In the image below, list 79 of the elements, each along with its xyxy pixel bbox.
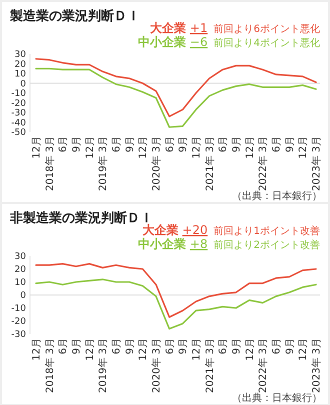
text: 前回より4ポイント悪化: [214, 37, 320, 49]
x-tick-label: 12月: [84, 136, 96, 159]
y-tick-label: -30: [11, 108, 26, 119]
x-tick-label: 9月: [284, 338, 296, 354]
y-tick-label: -30: [11, 330, 26, 340]
text: 前回より6ポイント悪化: [214, 23, 320, 35]
text: （出典：日本銀行）: [232, 190, 322, 202]
y-tick-label: 20: [14, 265, 26, 276]
text: +8: [190, 237, 208, 251]
text: 中小企業: [138, 237, 186, 251]
y-tick-label: -10: [11, 304, 26, 314]
x-tick-label: 2022年 3月: [257, 136, 270, 191]
y-tick-label: -20: [11, 317, 26, 328]
x-tick-label: 12月: [298, 338, 310, 361]
x-tick-label: 12月: [32, 136, 42, 159]
line-series: [35, 68, 317, 128]
y-tick-label: -40: [11, 118, 26, 128]
x-tick-label: 9月: [72, 338, 82, 354]
text: 大企業: [142, 223, 178, 237]
x-tick-label: 2020年 3月: [150, 136, 162, 191]
x-tick-label: 2018年 3月: [44, 338, 56, 393]
x-tick-label: 9月: [178, 136, 190, 152]
x-tick-label: 6月: [58, 136, 70, 152]
line-series: [35, 278, 317, 330]
text: 前回より1ポイント改善: [214, 225, 320, 237]
x-tick-label: 12月: [298, 136, 310, 159]
x-tick-label: 2021年 3月: [204, 338, 216, 393]
x-tick-label: 6月: [164, 338, 176, 354]
x-tick-label: 9月: [124, 136, 136, 152]
y-tick-label: -10: [11, 89, 26, 100]
y-tick-label: 20: [14, 60, 26, 70]
x-tick-label: 6月: [112, 338, 122, 354]
x-tick-label: 12月: [192, 338, 202, 361]
text: −6: [190, 35, 208, 49]
x-tick-label: 12月: [138, 338, 150, 361]
x-tick-label: 2019年 3月: [97, 338, 110, 393]
x-tick-label: 2019年 3月: [97, 136, 110, 191]
line-series: [35, 58, 317, 118]
x-tick-label: 9月: [124, 338, 136, 354]
chart-title: 製造業の業況判断ＤＩ: [9, 9, 140, 24]
x-tick-label: 12月: [244, 136, 256, 159]
x-tick-label: 12月: [244, 338, 256, 361]
x-tick-label: 2022年 3月: [257, 338, 270, 393]
y-tick-label: 10: [14, 70, 26, 80]
y-tick-label: 0: [20, 291, 26, 302]
x-tick-label: 12月: [32, 338, 42, 361]
y-tick-label: 10: [14, 278, 26, 288]
x-tick-label: 6月: [218, 136, 230, 152]
x-tick-label: 9月: [72, 136, 82, 152]
x-tick-label: 9月: [232, 338, 242, 354]
x-tick-label: 2021年 3月: [204, 136, 216, 191]
text: 前回より2ポイント改善: [214, 239, 320, 251]
text: 大企業: [150, 21, 186, 35]
y-tick-label: -50: [11, 128, 26, 138]
line-series: [35, 263, 317, 318]
x-tick-label: 9月: [178, 338, 190, 354]
x-tick-label: 2018年 3月: [44, 136, 56, 191]
y-tick-label: 30: [14, 252, 26, 262]
x-tick-label: 2023年 3月: [310, 136, 322, 191]
x-tick-label: 2020年 3月: [150, 338, 162, 393]
x-tick-label: 6月: [58, 338, 70, 354]
text: （出典：日本銀行）: [232, 392, 322, 404]
x-tick-label: 6月: [112, 136, 122, 152]
text: +1: [190, 21, 208, 35]
text: 中小企業: [138, 35, 186, 49]
y-tick-label: 30: [14, 50, 26, 60]
x-tick-label: 12月: [138, 136, 150, 159]
y-tick-label: -20: [11, 98, 26, 109]
x-tick-label: 6月: [272, 136, 282, 152]
x-tick-label: 9月: [232, 136, 242, 152]
text: +20: [182, 223, 208, 237]
x-tick-label: 6月: [164, 136, 176, 152]
x-tick-label: 6月: [272, 338, 282, 354]
x-tick-label: 12月: [84, 338, 96, 361]
x-tick-label: 6月: [218, 338, 230, 354]
x-tick-label: 12月: [192, 136, 202, 159]
x-tick-label: 2023年 3月: [310, 338, 322, 393]
y-tick-label: 0: [20, 79, 26, 90]
x-tick-label: 9月: [284, 136, 296, 152]
